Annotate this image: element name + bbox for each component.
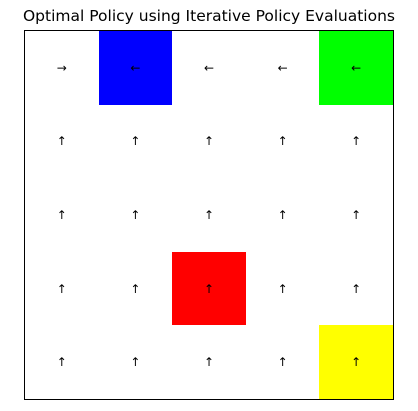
grid-cell-r0-c1: ←: [98, 31, 173, 105]
grid-cell-r0-c3: ←: [277, 60, 288, 75]
grid-cell-r2-c2: ↑: [203, 207, 215, 222]
grid-cell-r4-c0: ↑: [56, 355, 67, 370]
grid-cell-r3-c2: ↑: [172, 251, 246, 326]
grid-cell-r2-c4: ↑: [351, 207, 362, 222]
grid-cell-r3-c4: ↑: [351, 281, 362, 296]
grid-cell-r2-c0: ↑: [56, 207, 67, 222]
grid-cell-r1-c1: ↑: [130, 134, 141, 149]
grid-cell-r1-c4: ↑: [351, 134, 362, 149]
grid-cell-r4-c1: ↑: [130, 355, 141, 370]
grid-cell-r2-c3: ↑: [277, 207, 288, 222]
grid-cell-r4-c4: ↑: [319, 325, 393, 399]
grid-cell-r0-c4: ←: [319, 31, 393, 105]
grid-cell-r1-c2: ↑: [203, 134, 215, 149]
grid-cell-r1-c3: ↑: [277, 134, 288, 149]
grid-cell-r3-c3: ↑: [277, 281, 288, 296]
grid-cell-r3-c0: ↑: [56, 281, 67, 296]
policy-grid: → ← ← ← ← ↑ ↑ ↑ ↑ ↑ ↑ ↑ ↑ ↑ ↑ ↑ ↑ ↑ ↑ ↑ ↑ ↑ ↑ ↑ ↑: [24, 30, 394, 400]
grid-cell-r4-c3: ↑: [277, 355, 288, 370]
grid-cell-r3-c1: ↑: [130, 281, 141, 296]
chart-title: Optimal Policy using Iterative Policy Ev…: [22, 7, 395, 25]
grid-cell-r1-c0: ↑: [56, 134, 67, 149]
grid-cell-r0-c0: →: [56, 60, 67, 75]
grid-cell-r4-c2: ↑: [203, 355, 215, 370]
grid-cell-r2-c1: ↑: [130, 207, 141, 222]
grid-cell-r0-c2: ←: [203, 60, 215, 75]
